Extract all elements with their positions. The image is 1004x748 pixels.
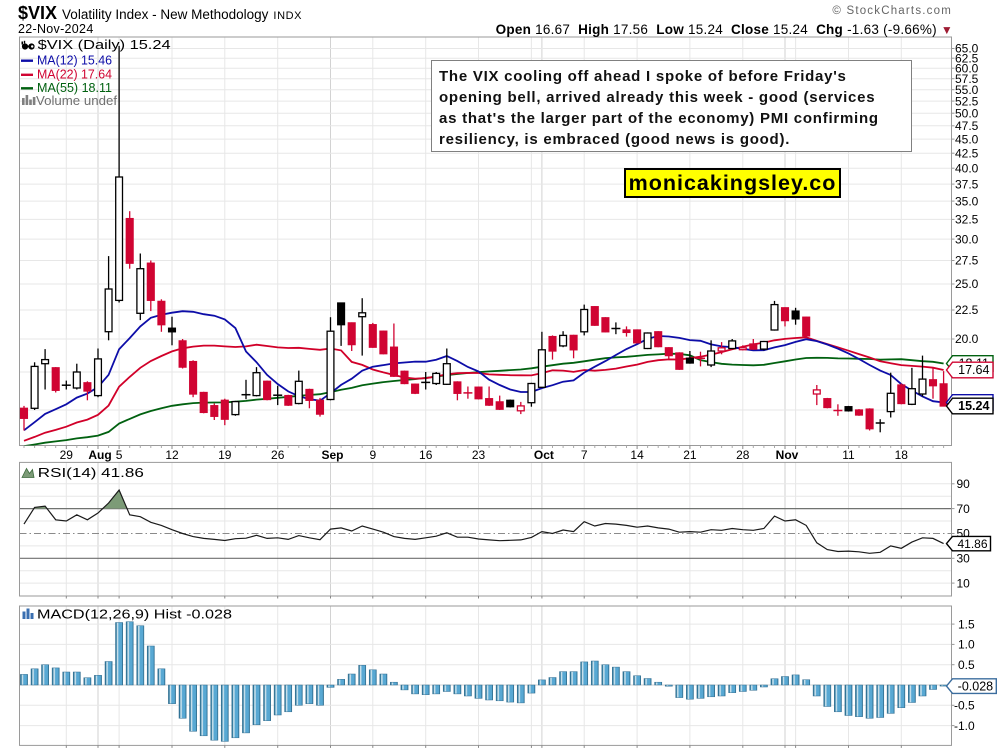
svg-text:23: 23 [472, 448, 486, 462]
svg-text:30: 30 [957, 552, 971, 566]
svg-text:45.0: 45.0 [955, 132, 979, 146]
svg-text:9: 9 [369, 448, 376, 462]
svg-text:32.5: 32.5 [955, 213, 979, 227]
svg-text:0.5: 0.5 [958, 658, 975, 672]
svg-text:Oct: Oct [534, 448, 554, 462]
svg-text:26: 26 [271, 448, 285, 462]
svg-text:14: 14 [630, 448, 644, 462]
svg-text:7: 7 [581, 448, 588, 462]
svg-text:28: 28 [736, 448, 750, 462]
svg-text:65.0: 65.0 [955, 42, 979, 56]
svg-text:16: 16 [419, 448, 433, 462]
svg-text:42.5: 42.5 [955, 146, 979, 160]
svg-text:MACD(12,26,9) Hist -0.028: MACD(12,26,9) Hist -0.028 [37, 607, 232, 621]
svg-text:Nov: Nov [776, 448, 799, 462]
svg-text:1.0: 1.0 [958, 638, 975, 652]
svg-text:22.5: 22.5 [955, 303, 979, 317]
svg-text:20.0: 20.0 [955, 332, 979, 346]
svg-text:29: 29 [60, 448, 74, 462]
svg-text:17.64: 17.64 [958, 363, 989, 377]
svg-text:-0.028: -0.028 [958, 679, 993, 693]
svg-text:1.5: 1.5 [958, 617, 975, 631]
svg-text:Volume undef: Volume undef [36, 94, 118, 108]
svg-text:25.0: 25.0 [955, 277, 979, 291]
svg-text:70: 70 [957, 502, 971, 516]
svg-text:62.5: 62.5 [955, 51, 979, 65]
svg-text:-0.5: -0.5 [954, 699, 975, 713]
svg-text:52.5: 52.5 [955, 94, 979, 108]
svg-text:Sep: Sep [321, 448, 343, 462]
svg-text:18: 18 [895, 448, 909, 462]
svg-text:60.0: 60.0 [955, 61, 979, 75]
svg-text:RSI(14) 41.86: RSI(14) 41.86 [38, 466, 144, 480]
svg-text:19: 19 [218, 448, 232, 462]
svg-text:Aug: Aug [88, 448, 111, 462]
svg-text:MA(22) 17.64: MA(22) 17.64 [37, 68, 112, 82]
svg-text:50.0: 50.0 [955, 106, 979, 120]
svg-text:37.5: 37.5 [955, 177, 979, 191]
svg-text:12: 12 [165, 448, 179, 462]
svg-text:57.5: 57.5 [955, 72, 979, 86]
svg-text:11: 11 [842, 448, 855, 462]
svg-text:40.0: 40.0 [955, 161, 979, 175]
svg-text:27.5: 27.5 [955, 254, 979, 268]
svg-text:15.24: 15.24 [958, 399, 989, 413]
svg-text:MA(12) 15.46: MA(12) 15.46 [37, 54, 112, 68]
svg-text:55.0: 55.0 [955, 83, 979, 97]
svg-text:MA(55) 18.11: MA(55) 18.11 [37, 81, 112, 95]
svg-text:$VIX (Daily) 15.24: $VIX (Daily) 15.24 [38, 37, 171, 52]
svg-text:21: 21 [683, 448, 697, 462]
svg-text:90: 90 [957, 477, 971, 491]
svg-text:41.86: 41.86 [957, 537, 987, 551]
svg-text:10: 10 [957, 576, 971, 590]
svg-text:47.5: 47.5 [955, 119, 979, 133]
svg-text:5: 5 [116, 448, 123, 462]
svg-text:35.0: 35.0 [955, 194, 979, 208]
svg-text:30.0: 30.0 [955, 232, 979, 246]
svg-text:-1.0: -1.0 [954, 719, 975, 733]
